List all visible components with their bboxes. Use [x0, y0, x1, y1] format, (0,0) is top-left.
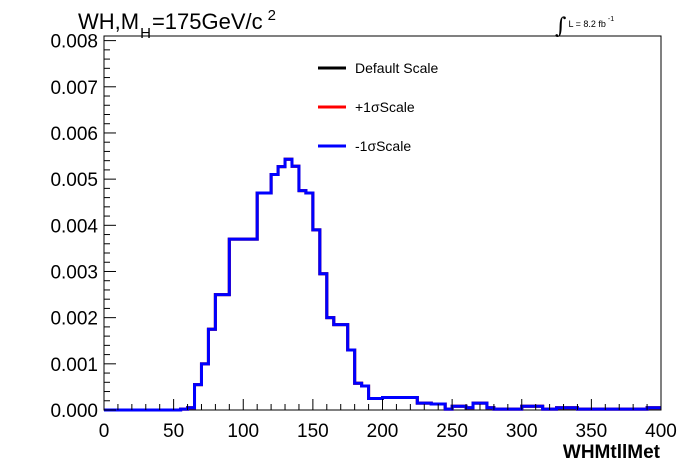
x-tick-label: 300: [506, 421, 538, 442]
axis-layer: 0.000 0.001 0.002 0.003 0.004 0.005 0.006 0.007…: [50, 32, 676, 442]
x-tick-label: 400: [645, 421, 677, 442]
title-main-text: WH,M: [78, 9, 140, 34]
luminosity-superscript: -1: [607, 16, 615, 23]
series-line-2: [104, 157, 661, 412]
x-tick-label: 150: [297, 421, 329, 442]
title-subscript: H: [140, 25, 151, 42]
y-tick-label: 0.005: [50, 170, 98, 191]
y-tick-label: 0.003: [50, 262, 98, 283]
y-tick-label: 0.006: [50, 124, 98, 145]
y-tick-label: 0.002: [50, 309, 98, 330]
luminosity-text: L = 8.2 fb: [568, 19, 606, 29]
plot-frame: [103, 35, 662, 411]
y-tick-label: 0.008: [50, 32, 98, 53]
x-tick-label: 250: [436, 421, 468, 442]
legend: Default Scale +1σScale -1σScale: [318, 60, 438, 154]
legend-label: Default Scale: [355, 60, 438, 76]
x-tick-label: 200: [367, 421, 399, 442]
title-rest-text: =175GeV/c: [151, 9, 263, 34]
legend-label: +1σScale: [355, 99, 415, 115]
x-tick-label: 100: [227, 421, 259, 442]
integral-symbol: ∫: [555, 14, 567, 39]
legend-label: -1σScale: [355, 138, 411, 154]
series-line-1: [104, 157, 661, 412]
title-superscript: 2: [267, 7, 276, 24]
series-layer: [104, 157, 661, 412]
series-line-3: [104, 157, 661, 412]
x-axis-label: WHMtllMet: [562, 442, 660, 463]
y-tick-label: 0.007: [50, 78, 98, 99]
y-tick-label: 0.001: [50, 355, 98, 376]
luminosity-label: ∫ L = 8.2 fb -1: [555, 8, 615, 39]
plot-title: WH,MH=175GeV/c 2: [78, 7, 276, 42]
x-tick-label: 50: [163, 421, 184, 442]
x-tick-label: 0: [99, 421, 110, 442]
y-tick-label: 0.004: [50, 216, 98, 237]
y-tick-label: 0.000: [50, 401, 98, 422]
x-tick-label: 350: [576, 421, 608, 442]
